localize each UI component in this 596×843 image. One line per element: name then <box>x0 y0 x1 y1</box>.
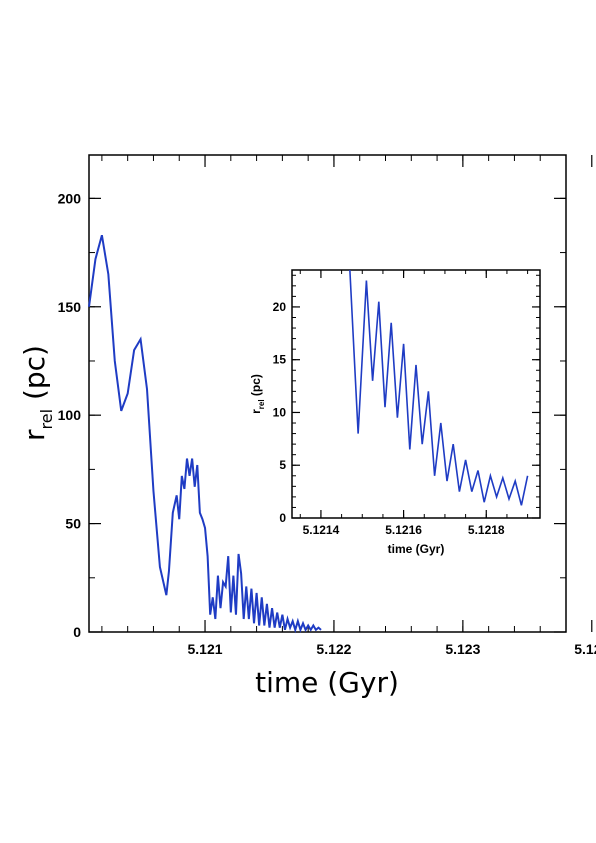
main-y-axis-title-main: r <box>18 429 51 441</box>
svg-text:rrel (pc): rrel (pc) <box>249 374 266 414</box>
main-x-tick-label: 5.124 <box>574 641 596 657</box>
inset-series-line <box>349 269 529 506</box>
main-y-axis-title: rrel (pc) <box>18 345 56 441</box>
inset-x-axis-title: time (Gyr) <box>388 542 445 556</box>
inset-y-tick-label: 5 <box>279 458 286 472</box>
main-ticks <box>89 155 593 633</box>
inset-y-axis-title-main: r <box>249 409 263 414</box>
inset-y-tick-label: 20 <box>273 300 287 314</box>
inset-y-axis-title-sub: rel <box>257 399 266 409</box>
inset-y-tick-label: 15 <box>273 353 287 367</box>
inset-y-axis-title-unit: (pc) <box>249 374 263 396</box>
main-series-line <box>88 234 322 634</box>
inset-y-tick-label: 10 <box>273 405 287 419</box>
inset-x-tick-label: 5.1216 <box>385 523 422 537</box>
inset-background <box>292 270 540 518</box>
main-x-axis-title: time (Gyr) <box>255 666 399 699</box>
main-y-tick-label: 0 <box>73 624 81 640</box>
main-y-tick-label: 150 <box>58 299 82 315</box>
inset-ticks <box>292 270 540 519</box>
main-y-axis-title-unit: (pc) <box>18 345 51 400</box>
inset-x-tick-label: 5.1214 <box>303 523 340 537</box>
inset-y-axis-title: rrel (pc) <box>249 374 266 414</box>
main-plot-frame <box>88 154 567 633</box>
inset-plot: 5.1214 5.1216 5.1218 0 5 10 15 20 time (Gyr) rr… <box>249 269 541 556</box>
inset-y-tick-label: 0 <box>279 511 286 525</box>
inset-x-tick-label: 5.1218 <box>468 523 505 537</box>
main-x-tick-label: 5.122 <box>316 641 351 657</box>
main-y-tick-label: 50 <box>65 516 81 532</box>
main-x-tick-label: 5.121 <box>188 641 223 657</box>
main-y-tick-label: 100 <box>58 407 82 423</box>
main-x-tick-label: 5.123 <box>445 641 480 657</box>
main-y-tick-label: 200 <box>58 190 82 206</box>
svg-text:rrel (pc): rrel (pc) <box>18 345 56 441</box>
main-y-axis-title-space <box>18 400 51 409</box>
inset-plot-frame <box>291 269 541 519</box>
main-y-axis-title-sub: rel <box>37 409 56 430</box>
inset-tick-labels: 5.1214 5.1216 5.1218 0 5 10 15 20 <box>273 300 505 537</box>
